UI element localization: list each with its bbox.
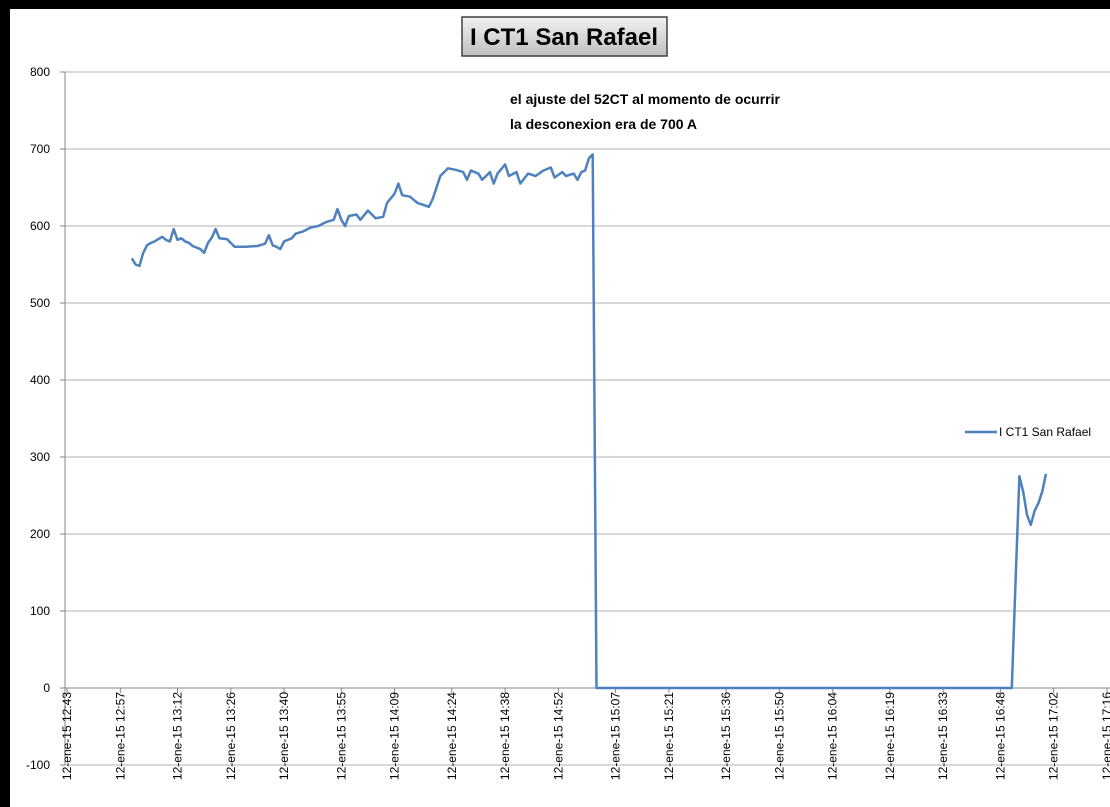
x-tick-label: 12-ene-15 14:52 [551, 692, 565, 780]
y-tick-label: 600 [30, 219, 50, 233]
x-tick-label: 12-ene-15 15:36 [719, 692, 733, 780]
y-tick-label: 300 [30, 450, 50, 464]
y-tick-label: 400 [30, 373, 50, 387]
annotation: la desconexion era de 700 A [510, 116, 697, 132]
x-tick-label: 12-ene-15 16:19 [883, 692, 897, 780]
x-tick-label: 12-ene-15 16:33 [936, 692, 950, 780]
x-tick-label: 12-ene-15 15:07 [609, 692, 623, 780]
x-tick-label: 12-ene-15 15:21 [662, 692, 676, 780]
x-tick-label: 12-ene-15 17:02 [1047, 692, 1061, 780]
frame-top [0, 0, 1110, 9]
x-tick-label: 12-ene-15 16:04 [826, 692, 840, 780]
y-tick-label: 0 [43, 681, 50, 695]
legend-label: I CT1 San Rafael [999, 425, 1091, 439]
x-tick-label: 12-ene-15 12:57 [113, 692, 127, 780]
y-tick-label: -100 [26, 758, 50, 772]
x-tick-label: 12-ene-15 15:50 [772, 692, 786, 780]
x-tick-label: 12-ene-15 14:38 [498, 692, 512, 780]
y-tick-label: 800 [30, 65, 50, 79]
x-tick-label: 12-ene-15 13:55 [334, 692, 348, 780]
title-box [461, 16, 668, 57]
x-tick-label: 12-ene-15 16:48 [993, 692, 1007, 780]
y-tick-label: 100 [30, 604, 50, 618]
series-line [130, 153, 1048, 690]
x-tick-label: 12-ene-15 14:09 [388, 692, 402, 780]
x-tick-label: 12-ene-15 13:40 [277, 692, 291, 780]
x-tick-label: 12-ene-15 12:43 [60, 692, 74, 780]
annotation: el ajuste del 52CT al momento de ocurrir [510, 91, 781, 107]
chart-title: I CT1 San Rafael [470, 24, 658, 51]
x-tick-label: 12-ene-15 13:12 [170, 692, 184, 780]
x-tick-label: 12-ene-15 17:16 [1100, 692, 1110, 780]
y-tick-label: 200 [30, 527, 50, 541]
y-tick-label: 500 [30, 296, 50, 310]
x-tick-label: 12-ene-15 13:26 [224, 692, 238, 780]
x-tick-label: 12-ene-15 14:24 [445, 692, 459, 780]
y-tick-label: 700 [30, 142, 50, 156]
frame-left [0, 0, 10, 807]
